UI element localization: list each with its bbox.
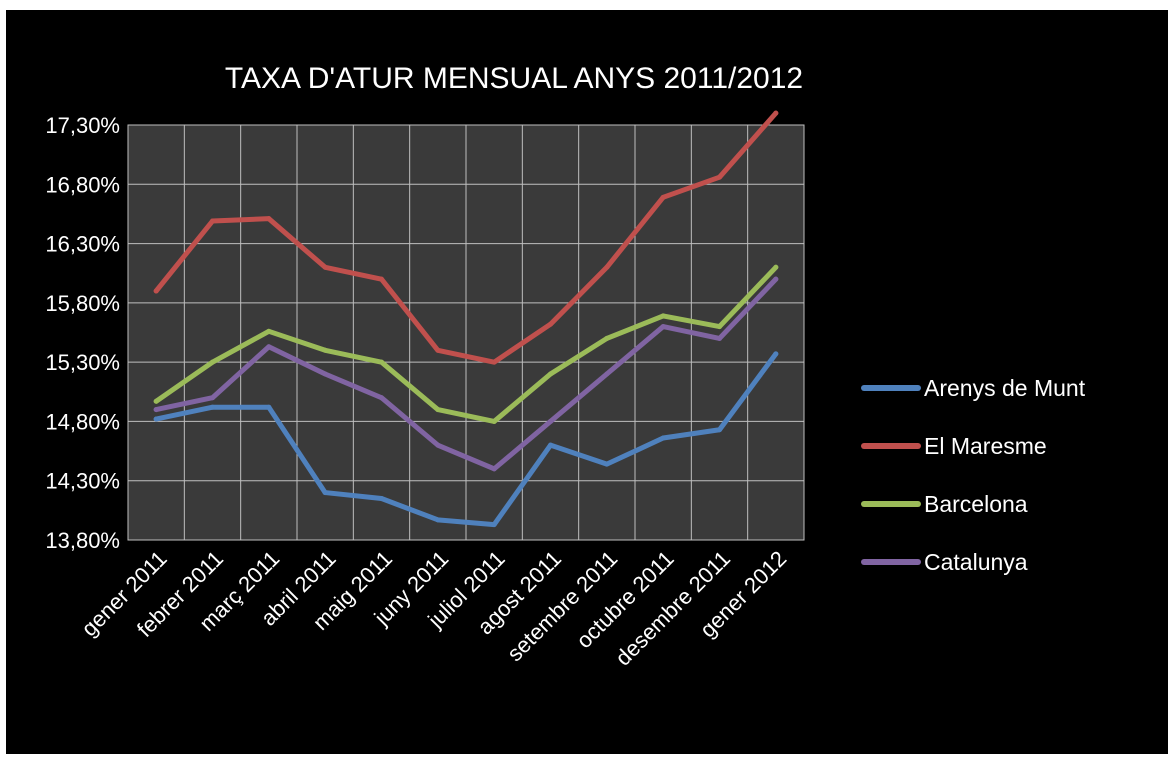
series-line — [153, 351, 779, 528]
series-line — [153, 110, 779, 365]
data-point — [773, 276, 779, 282]
data-point — [210, 359, 215, 365]
data-point — [491, 359, 497, 365]
chart-frame: TAXA D'ATUR MENSUAL ANYS 2011/2012 13,80… — [6, 10, 1168, 754]
data-point — [548, 418, 553, 424]
line-chart: TAXA D'ATUR MENSUAL ANYS 2011/2012 13,80… — [45, 62, 1086, 671]
data-point — [435, 517, 441, 523]
data-point — [210, 218, 215, 224]
data-point — [548, 321, 553, 327]
data-point — [604, 371, 610, 377]
data-point — [379, 496, 384, 501]
data-point — [491, 522, 497, 528]
legend-label: Catalunya — [924, 549, 1028, 575]
data-point — [773, 264, 779, 270]
y-tick-label: 17,30% — [45, 113, 120, 138]
data-point — [660, 435, 666, 441]
data-point — [379, 359, 384, 365]
y-tick-label: 13,80% — [45, 528, 120, 553]
data-point — [153, 398, 159, 404]
data-point — [153, 407, 159, 413]
data-point — [660, 313, 666, 319]
data-point — [548, 371, 553, 377]
y-tick-label: 16,80% — [45, 172, 120, 197]
data-point — [717, 427, 722, 433]
y-tick-label: 15,80% — [45, 291, 120, 316]
data-point — [717, 324, 722, 330]
y-tick-label: 16,30% — [45, 232, 120, 257]
legend-label: Barcelona — [924, 491, 1028, 517]
data-point — [491, 466, 497, 472]
data-point — [322, 264, 328, 270]
data-point — [266, 216, 272, 222]
y-tick-label: 14,80% — [45, 409, 120, 434]
data-point — [322, 490, 328, 496]
y-tick-label: 15,30% — [45, 350, 120, 375]
data-point — [435, 442, 441, 448]
data-point — [717, 174, 722, 180]
data-point — [435, 407, 441, 413]
legend: Arenys de Munt El Maresme Barcelona Catalun… — [861, 375, 1086, 575]
legend-label: El Maresme — [924, 433, 1047, 459]
y-tick-label: 14,30% — [45, 469, 120, 494]
data-point — [266, 328, 272, 334]
data-point — [717, 335, 722, 341]
data-point — [153, 288, 159, 294]
data-point — [322, 371, 328, 377]
data-point — [266, 344, 272, 350]
data-point — [604, 461, 610, 467]
data-point — [435, 347, 441, 353]
data-point — [379, 276, 384, 282]
series-line — [153, 264, 779, 424]
data-point — [491, 418, 497, 424]
data-point — [604, 335, 610, 341]
data-point — [153, 416, 159, 422]
data-point — [604, 264, 610, 270]
data-point — [773, 110, 779, 116]
data-point — [210, 404, 215, 410]
legend-label: Arenys de Munt — [924, 375, 1086, 401]
chart-title: TAXA D'ATUR MENSUAL ANYS 2011/2012 — [225, 62, 803, 95]
data-point — [266, 404, 272, 410]
data-point — [548, 442, 553, 448]
y-axis-ticks: 13,80% 14,30% 14,80% 15,30% 15,80% 16,30% 16,8… — [45, 113, 120, 553]
data-point — [210, 395, 215, 401]
series-lines — [153, 110, 779, 528]
data-point — [379, 395, 384, 401]
data-point — [322, 347, 328, 353]
data-point — [773, 351, 779, 357]
data-point — [660, 324, 666, 330]
series-line — [153, 276, 779, 472]
data-point — [660, 194, 666, 200]
